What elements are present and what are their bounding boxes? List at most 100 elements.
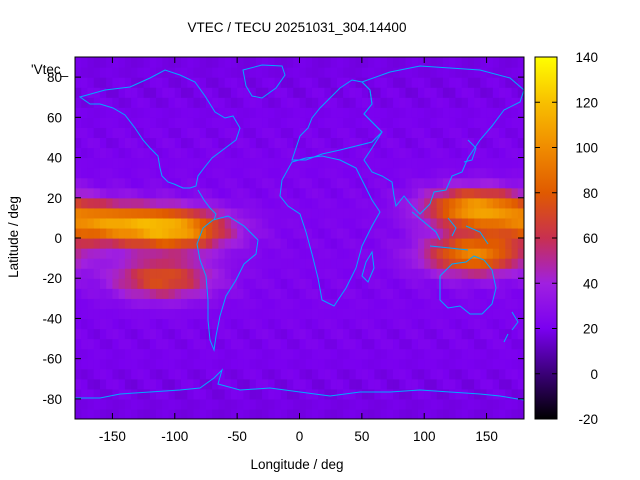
heat-cell xyxy=(349,127,357,139)
heat-cell xyxy=(449,177,457,189)
heat-cell xyxy=(143,217,151,229)
heat-cell xyxy=(268,57,276,68)
heat-cell xyxy=(305,177,313,189)
heat-cell xyxy=(287,177,294,189)
heat-cell xyxy=(311,197,319,209)
heat-cell xyxy=(156,137,163,149)
heat-cell xyxy=(131,278,138,289)
heat-cell xyxy=(181,368,188,380)
heat-cell xyxy=(168,107,176,118)
heat-cell xyxy=(411,117,419,128)
heat-cell xyxy=(318,398,326,410)
heat-cell xyxy=(243,67,251,78)
heat-cell xyxy=(299,268,307,279)
heat-cell xyxy=(336,177,344,189)
heat-cell xyxy=(330,408,338,419)
heat-cell xyxy=(293,227,301,239)
heat-cell xyxy=(474,147,481,159)
heat-cell xyxy=(224,87,232,98)
heat-cell xyxy=(318,348,326,360)
heat-cell xyxy=(417,288,425,299)
heat-cell xyxy=(474,187,481,199)
heat-cell xyxy=(368,67,375,78)
heat-cell xyxy=(455,328,463,340)
heat-cell xyxy=(355,298,363,309)
heat-cell xyxy=(193,308,201,320)
heat-cell xyxy=(474,288,481,299)
heat-cell xyxy=(405,197,413,209)
heat-cell xyxy=(205,398,213,410)
heat-cell xyxy=(205,278,213,289)
heat-cell xyxy=(193,298,201,309)
heat-cell xyxy=(442,408,450,419)
heat-cell xyxy=(343,117,350,128)
heat-cell xyxy=(262,238,269,249)
heat-cell xyxy=(199,328,207,340)
heat-cell xyxy=(393,107,400,118)
heat-cell xyxy=(517,117,524,128)
heat-cell xyxy=(205,248,213,259)
heat-cell xyxy=(118,217,126,229)
heat-cell xyxy=(361,288,369,299)
heat-cell xyxy=(368,77,375,88)
heat-cell xyxy=(330,187,338,199)
heat-cell xyxy=(399,398,407,410)
heat-cell xyxy=(287,107,294,118)
heat-cell xyxy=(162,197,170,209)
legend-key-label: 'Vtec_ xyxy=(31,62,69,77)
heat-cell xyxy=(517,408,524,419)
heat-cell xyxy=(81,238,89,249)
heat-cell xyxy=(249,57,257,68)
heat-cell xyxy=(380,177,388,189)
heat-cell xyxy=(293,238,301,249)
heat-cell xyxy=(193,268,201,279)
heat-cell xyxy=(118,57,126,68)
heat-cell xyxy=(237,358,244,370)
heat-cell xyxy=(424,378,432,390)
heat-cell xyxy=(243,217,251,229)
heat-cell xyxy=(492,147,500,159)
heat-cell xyxy=(311,57,319,68)
heat-cell xyxy=(137,278,145,289)
heat-cell xyxy=(287,67,294,78)
heat-cell xyxy=(262,378,269,390)
heat-cell xyxy=(293,388,301,400)
heat-cell xyxy=(143,127,151,139)
heat-cell xyxy=(218,167,226,179)
heat-cell xyxy=(75,147,82,159)
heat-cell xyxy=(361,368,369,380)
heat-cell xyxy=(106,67,114,78)
heat-cell xyxy=(311,328,319,340)
heat-cell xyxy=(75,67,82,78)
heat-cell xyxy=(181,57,188,68)
heat-cell xyxy=(162,388,170,400)
heat-cell xyxy=(405,107,413,118)
heat-cell xyxy=(230,378,238,390)
heat-cell xyxy=(361,97,369,108)
heat-cell xyxy=(143,268,151,279)
heat-cell xyxy=(212,67,220,78)
heat-cell xyxy=(517,338,524,350)
heat-cell xyxy=(168,268,176,279)
heat-cell xyxy=(480,77,488,88)
heat-cell xyxy=(199,398,207,410)
heat-cell xyxy=(249,147,257,159)
heat-cell xyxy=(187,308,195,320)
heat-cell xyxy=(262,57,269,68)
heat-cell xyxy=(424,207,432,219)
heat-cell xyxy=(149,328,157,340)
heat-cell xyxy=(311,288,319,299)
heat-cell xyxy=(230,318,238,330)
heat-cell xyxy=(131,368,138,380)
heat-cell xyxy=(318,157,326,169)
heat-cell xyxy=(293,167,301,179)
heat-cell xyxy=(243,127,251,139)
heat-cell xyxy=(280,207,288,219)
heat-cell xyxy=(386,137,394,149)
heat-cell xyxy=(112,398,120,410)
heat-cell xyxy=(131,378,138,390)
heat-cell xyxy=(330,328,338,340)
heat-cell xyxy=(237,298,244,309)
heat-cell xyxy=(467,268,475,279)
heat-cell xyxy=(511,288,519,299)
